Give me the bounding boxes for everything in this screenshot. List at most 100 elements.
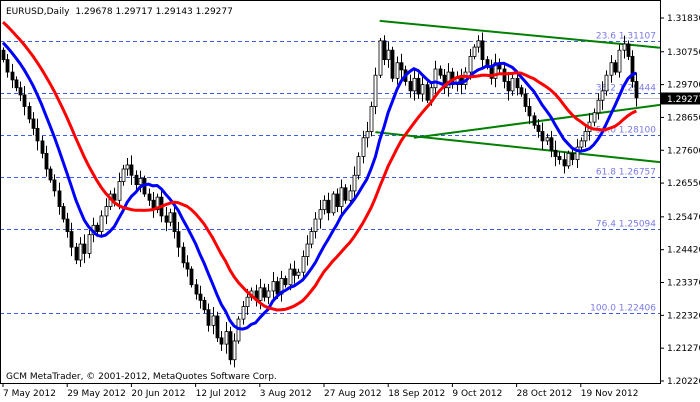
fib-level-label: 38.2 1.29444 xyxy=(596,84,656,94)
bull-candle xyxy=(296,271,301,276)
bear-candle xyxy=(262,287,267,298)
x-tick-label: 19 Nov 2012 xyxy=(581,389,639,399)
bull-candle xyxy=(493,62,498,79)
bull-candle xyxy=(420,84,425,95)
bear-candle xyxy=(562,159,567,167)
bull-candle xyxy=(266,290,271,298)
bear-candle xyxy=(61,206,66,220)
bear-candle xyxy=(527,106,532,117)
bull-candle xyxy=(318,209,323,220)
bear-candle xyxy=(181,246,186,264)
fib-level-label: 100.0 1.22406 xyxy=(590,304,656,314)
y-tick-label: 1.29700 xyxy=(667,81,700,91)
bear-candle xyxy=(506,81,511,92)
bear-candle xyxy=(515,77,520,89)
bull-candle xyxy=(604,74,609,92)
bear-candle xyxy=(14,79,19,89)
bull-candle xyxy=(352,174,357,192)
bear-candle xyxy=(519,87,524,95)
bull-candle xyxy=(322,199,327,211)
bull-candle xyxy=(476,40,481,48)
y-tick-label: 1.20220 xyxy=(667,377,700,387)
bull-candle xyxy=(592,112,597,123)
x-tick-label: 12 Jul 2012 xyxy=(196,389,247,399)
bull-candle xyxy=(232,340,237,361)
x-tick-label: 7 May 2012 xyxy=(3,389,56,399)
bull-candle xyxy=(288,268,293,286)
bear-candle xyxy=(22,94,27,107)
y-tick-label: 1.23370 xyxy=(667,279,700,289)
bear-candle xyxy=(540,131,545,142)
bear-candle xyxy=(172,212,177,232)
bear-candle xyxy=(44,152,49,170)
bull-candle xyxy=(545,137,550,142)
bull-candle xyxy=(373,74,378,107)
bull-candle xyxy=(168,212,173,223)
bear-candle xyxy=(18,87,23,96)
bull-candle xyxy=(575,146,580,161)
y-tick-label: 1.28650 xyxy=(667,113,700,123)
bear-candle xyxy=(57,190,62,207)
bear-candle xyxy=(189,268,194,286)
copyright-text: GCM MetaTrader, © 2001-2012, MetaQuotes … xyxy=(6,372,277,382)
bear-candle xyxy=(1,49,6,60)
bear-candle xyxy=(480,40,485,60)
bull-candle xyxy=(600,90,605,101)
bear-candle xyxy=(630,56,635,82)
bull-candle xyxy=(224,331,229,345)
bull-candle xyxy=(331,193,336,214)
bull-candle xyxy=(622,43,627,51)
fib-level-label: 76.4 1.25094 xyxy=(596,220,656,230)
x-tick-label: 9 Oct 2012 xyxy=(452,389,502,399)
bear-candle xyxy=(523,93,528,107)
bull-candle xyxy=(566,152,571,167)
bear-candle xyxy=(425,84,430,101)
bull-candle xyxy=(245,296,250,307)
bear-candle xyxy=(194,284,199,295)
bear-candle xyxy=(549,137,554,151)
chart-title: EURUSD,Daily 1.29678 1.29717 1.29143 1.29… xyxy=(6,7,233,17)
y-tick-label: 1.26550 xyxy=(667,179,700,189)
bull-candle xyxy=(356,156,361,176)
bear-candle xyxy=(134,174,139,186)
bull-candle xyxy=(412,77,417,92)
bull-candle xyxy=(211,315,216,326)
fib-level-label: 61.8 1.26757 xyxy=(596,168,656,178)
y-tick-label: 1.21270 xyxy=(667,344,700,354)
bull-candle xyxy=(609,62,614,76)
bear-candle xyxy=(532,115,537,126)
bull-candle xyxy=(104,206,109,217)
x-tick-label: 18 Sep 2012 xyxy=(388,389,445,399)
bull-candle xyxy=(361,137,366,157)
bear-candle xyxy=(69,231,74,248)
bear-candle xyxy=(95,224,100,232)
bull-candle xyxy=(155,196,160,211)
bear-candle xyxy=(27,106,32,120)
x-tick-label: 29 May 2012 xyxy=(67,389,126,399)
bear-candle xyxy=(74,246,79,261)
bull-candle xyxy=(339,187,344,207)
bear-candle xyxy=(228,331,233,361)
bull-candle xyxy=(468,56,473,73)
y-tick-label: 1.25470 xyxy=(667,213,700,223)
bear-candle xyxy=(343,187,348,201)
bull-candle xyxy=(395,62,400,79)
bull-candle xyxy=(348,190,353,201)
bear-candle xyxy=(202,299,207,311)
bear-candle xyxy=(335,193,340,207)
bear-candle xyxy=(382,40,387,60)
plot-frame xyxy=(0,0,661,384)
bear-candle xyxy=(82,243,87,254)
bear-candle xyxy=(557,156,562,161)
bull-candle xyxy=(369,106,374,132)
y-tick-label: 1.24420 xyxy=(667,246,700,256)
bull-candle xyxy=(596,99,601,114)
bull-candle xyxy=(365,131,370,139)
ma-fast-line xyxy=(1,41,637,331)
bear-candle xyxy=(112,193,117,201)
bear-candle xyxy=(129,164,134,176)
bull-candle xyxy=(386,49,391,60)
bear-candle xyxy=(408,81,413,92)
